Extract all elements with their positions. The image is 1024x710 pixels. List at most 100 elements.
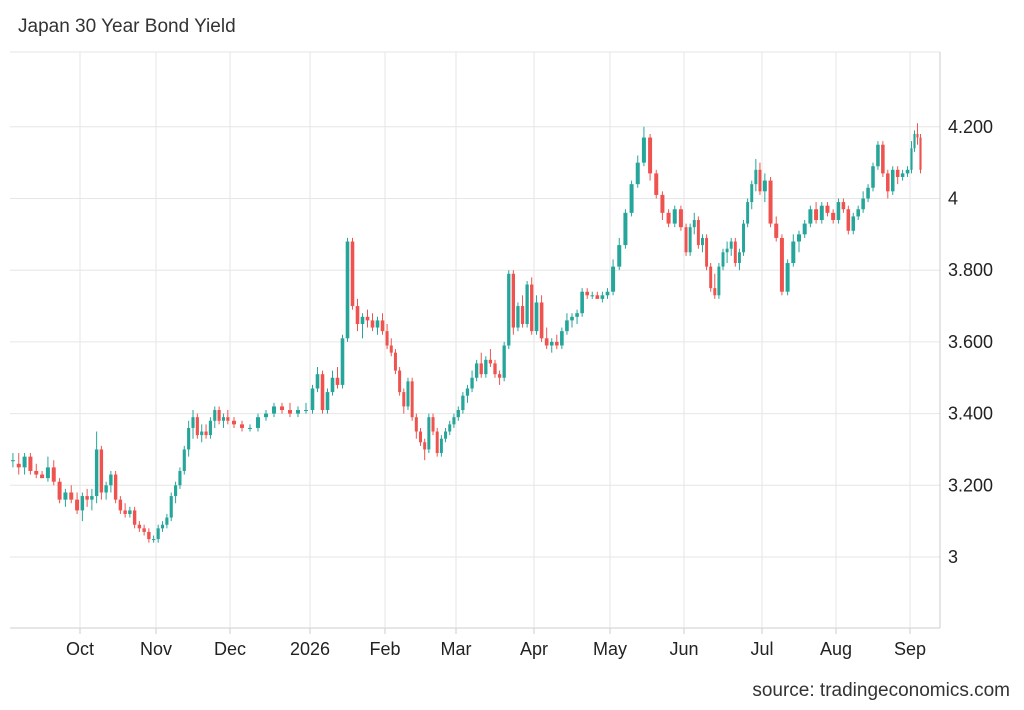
- candle-body: [406, 381, 410, 407]
- candle: [916, 123, 919, 145]
- candle-body: [389, 345, 393, 353]
- x-axis: Oct Nov Dec 2026 Feb Mar Apr May Jun Jul Aug Sep: [66, 639, 926, 659]
- candle-body: [365, 316, 370, 321]
- candle-body: [595, 295, 600, 299]
- candle-body: [34, 470, 39, 475]
- candle-body: [600, 295, 605, 299]
- candle: [493, 359, 497, 378]
- candle-body: [876, 144, 880, 167]
- candle: [28, 453, 33, 475]
- candle-body: [479, 363, 483, 375]
- candle-body: [109, 474, 113, 486]
- y-tick-label: 4: [948, 189, 958, 209]
- y-tick-label: 4.200: [948, 117, 993, 137]
- candle-body: [288, 410, 292, 414]
- candle: [232, 417, 236, 428]
- candle: [448, 420, 452, 436]
- candle-body: [831, 212, 836, 221]
- candle-body: [825, 205, 830, 213]
- y-tick-label: 3.800: [948, 260, 993, 280]
- candle: [315, 366, 320, 393]
- candle-body: [51, 467, 56, 482]
- candle: [890, 166, 895, 195]
- candle: [814, 202, 819, 224]
- candle: [335, 366, 340, 389]
- candle-body: [393, 352, 397, 371]
- candle-body: [99, 449, 104, 493]
- candle-body: [448, 424, 452, 432]
- candle-body: [28, 456, 33, 471]
- candle: [913, 130, 916, 152]
- candle-body: [217, 410, 221, 421]
- candle: [808, 205, 813, 228]
- candle-body: [742, 223, 746, 253]
- candle-body: [705, 237, 709, 267]
- candle: [605, 288, 610, 299]
- candle: [40, 470, 45, 479]
- candle: [488, 349, 493, 367]
- candle: [330, 370, 335, 396]
- candle: [688, 223, 692, 256]
- candle: [465, 384, 470, 403]
- candle-body: [549, 341, 554, 346]
- candle-body: [370, 320, 375, 328]
- candle: [365, 309, 370, 328]
- candle: [248, 424, 252, 432]
- candle: [385, 323, 389, 350]
- x-tick-label: Aug: [820, 639, 852, 659]
- candle: [737, 248, 741, 271]
- candle: [156, 524, 160, 543]
- candle-body: [802, 223, 807, 235]
- candle-body: [94, 449, 99, 497]
- candle: [846, 205, 851, 235]
- candle: [585, 288, 590, 299]
- candle: [410, 377, 414, 421]
- candle-body: [69, 492, 74, 500]
- candle: [502, 341, 506, 382]
- candle-body: [456, 410, 460, 418]
- candle: [195, 413, 199, 439]
- candle-body: [846, 209, 851, 231]
- candle-body: [791, 241, 796, 264]
- candle-body: [423, 442, 427, 450]
- x-tick-label: Jul: [750, 639, 773, 659]
- candle-body: [80, 496, 85, 511]
- x-tick-label: 2026: [290, 639, 330, 659]
- candle-body: [452, 417, 456, 425]
- candle: [692, 212, 696, 235]
- candle: [895, 166, 900, 185]
- candle-body: [128, 510, 132, 514]
- candle: [200, 424, 204, 443]
- candle-body: [431, 417, 435, 432]
- candle-body: [841, 202, 846, 210]
- candle: [754, 159, 758, 192]
- candle-body: [142, 528, 146, 532]
- candle-body: [554, 341, 559, 346]
- candle: [534, 295, 539, 335]
- candle-body: [435, 431, 439, 454]
- candle: [380, 313, 385, 335]
- candle: [160, 521, 165, 532]
- candle-body: [737, 252, 741, 264]
- candle-body: [488, 359, 493, 364]
- candle-body: [721, 252, 725, 267]
- candle: [570, 313, 574, 328]
- candle: [725, 241, 729, 264]
- candle: [919, 133, 922, 174]
- candle-body: [174, 485, 178, 497]
- candle-body: [90, 496, 94, 500]
- candle-body: [717, 266, 721, 296]
- candle: [831, 209, 836, 224]
- candle-body: [57, 481, 62, 500]
- candle: [128, 506, 132, 518]
- candle: [431, 413, 435, 436]
- candle: [94, 431, 99, 504]
- candle: [142, 524, 146, 536]
- candle: [516, 302, 520, 332]
- candle-body: [696, 220, 700, 246]
- y-tick-label: 3.400: [948, 404, 993, 424]
- candle-body: [654, 173, 659, 195]
- candle-body: [375, 320, 380, 328]
- candle: [785, 259, 790, 296]
- candle: [90, 488, 94, 511]
